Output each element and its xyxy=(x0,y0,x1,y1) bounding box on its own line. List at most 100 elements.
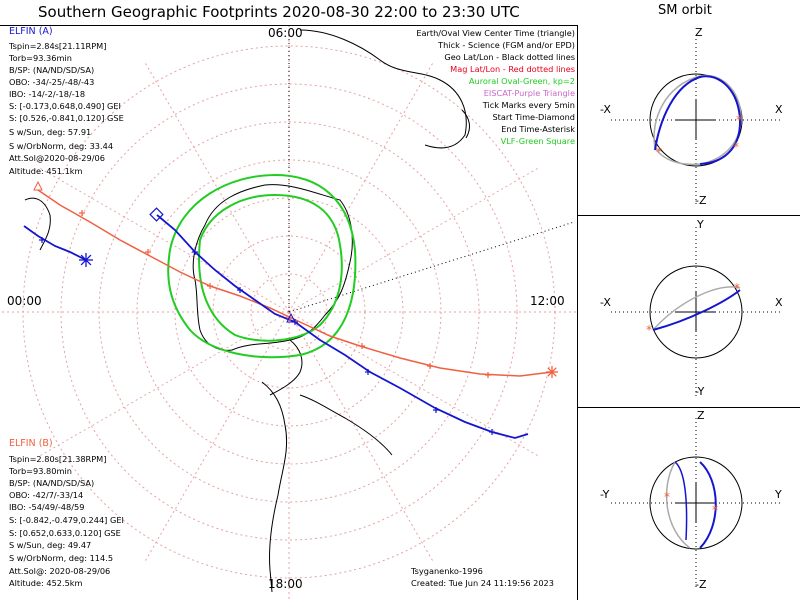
orbit-title: SM orbit xyxy=(658,3,712,18)
elfin-a-track-segment xyxy=(23,225,87,261)
africa-coastline xyxy=(24,197,51,251)
elfin-b-line: S: [0.652,0.633,0.120] GSE xyxy=(9,528,121,538)
elfin-a-orbit-3 xyxy=(699,461,717,549)
legend-item: Geo Lat/Lon - Black dotted lines xyxy=(444,52,575,62)
orbit-panel-1-graphics xyxy=(611,35,781,205)
orbit-panel-2-graphics xyxy=(611,227,781,397)
orbit-divider-1 xyxy=(578,215,800,216)
elfin-b-line: Torb=93.80min xyxy=(9,466,72,476)
orbit-marker: * xyxy=(712,503,718,517)
elfin-a-start-diamond xyxy=(149,207,164,222)
orbit-marker: * xyxy=(664,490,670,504)
elfin-b-line: Tspin=2.80s[21.38RPM] xyxy=(9,454,107,464)
mlt-right-label: 12:00 xyxy=(530,294,565,308)
earth-circle xyxy=(649,265,743,359)
elfin-b-name: ELFIN (B) xyxy=(9,438,53,449)
satellite-tracks xyxy=(23,180,558,439)
south-america-coastline xyxy=(261,381,393,593)
elfin-a-line: Att.Sol@2020-08-29/06 xyxy=(9,153,105,163)
auroral-oval xyxy=(167,173,357,359)
mag-lon-line xyxy=(143,311,290,564)
auroral-oval-outer xyxy=(167,173,357,359)
axis-label-bottom: -Y xyxy=(695,385,705,398)
mlt-top-label: 06:00 xyxy=(268,26,303,40)
legend-item: Earth/Oval View Center Time (triangle) xyxy=(416,28,575,38)
mag-lat-circle xyxy=(174,197,404,427)
elfin-b-line: S w/Sun, deg: 49.47 xyxy=(9,540,92,550)
mag-lat-lon-grid xyxy=(0,22,579,600)
model-credit: Tsyganenko-1996 xyxy=(411,566,483,576)
axis-label-bottom: -Z xyxy=(695,194,707,207)
orbit-marker: * xyxy=(736,113,742,127)
australia-coastline xyxy=(299,29,467,149)
legend-item: End Time-Asterisk xyxy=(501,124,575,134)
elfin-b-orbit-1 xyxy=(653,74,742,166)
axis-label-left: -Y xyxy=(600,488,610,501)
elfin-a-line: B/SP: (NA/ND/SD/SA) xyxy=(9,65,95,75)
axis-label-left: -X xyxy=(600,296,611,309)
legend-item: Thick - Science (FGM and/or EPD) xyxy=(438,40,575,50)
map-frame-right xyxy=(577,25,578,600)
mag-lon-line xyxy=(143,60,290,313)
mag-lon-line xyxy=(288,166,541,313)
legend-item: Auroral Oval-Green, kp=2 xyxy=(468,76,575,86)
axis-label-top: Z xyxy=(695,26,703,39)
elfin-a-orbit-1 xyxy=(654,75,742,165)
elfin-a-line: S w/Sun, deg: 57.91 xyxy=(9,127,92,137)
map-frame-top xyxy=(0,25,578,26)
axis-label-top: Z xyxy=(697,409,705,422)
legend-item: VLF-Green Square xyxy=(500,136,575,146)
elfin-b-line: IBO: -54/49/-48/59 xyxy=(9,502,85,512)
page-title: Southern Geographic Footprints 2020-08-3… xyxy=(38,3,520,21)
legend-item: Mag Lat/Lon - Red dotted lines xyxy=(450,64,575,74)
axis-label-right: Y xyxy=(775,488,782,501)
axis-label-bottom: -Z xyxy=(695,578,707,591)
mlt-left-label: 00:00 xyxy=(7,294,42,308)
orbit-divider-2 xyxy=(578,407,800,408)
elfin-a-line: OBO: -34/-25/-48/-43 xyxy=(9,77,95,87)
legend-item: EISCAT-Purple Triangle xyxy=(483,88,575,98)
elfin-a-line: Altitude: 451.1km xyxy=(9,166,83,176)
sm-orbit-plots: * * * * * * * xyxy=(611,35,781,588)
elfin-b-orbit-2 xyxy=(652,286,741,331)
elfin-a-line: S w/OrbNorm, deg: 33.44 xyxy=(9,141,114,151)
elfin-b-end-asterisk xyxy=(546,366,558,378)
mag-lon-line xyxy=(288,311,435,564)
orbit-marker: * xyxy=(734,281,740,295)
orbit-marker: * xyxy=(656,145,662,159)
elfin-b-orbit-3 xyxy=(665,461,691,549)
elfin-a-line: S: [0.526,-0.841,0.120] GSE xyxy=(9,113,124,123)
earth-circle xyxy=(649,456,743,550)
elfin-a-line: Tspin=2.84s[21.11RPM] xyxy=(9,41,107,51)
new-zealand-coastline xyxy=(461,109,470,139)
orbit-marker: * xyxy=(733,140,739,154)
mag-lat-circle xyxy=(60,83,518,541)
elfin-a-view-triangle xyxy=(286,312,296,323)
orbit-panel-3-graphics xyxy=(611,418,781,588)
elfin-b-line: S: [-0.842,-0.479,0.244] GEI xyxy=(9,515,124,525)
axis-label-right: X xyxy=(775,296,783,309)
elfin-b-line: OBO: -42/7/-33/14 xyxy=(9,490,84,500)
elfin-a-track xyxy=(156,214,529,439)
elfin-b-track xyxy=(37,189,553,377)
elfin-a-orbit-2 xyxy=(652,289,741,331)
mag-lon-line xyxy=(37,311,290,458)
mag-lon-line xyxy=(37,166,290,313)
asterisk-stroke xyxy=(80,254,92,266)
axis-label-left: -X xyxy=(600,103,611,116)
elfin-b-line: Altitude: 452.5km xyxy=(9,578,83,588)
elfin-a-orbit-3-back xyxy=(674,461,688,541)
mag-lon-line xyxy=(288,60,435,313)
elfin-a-end-asterisk xyxy=(79,253,93,267)
elfin-b-line: B/SP: (NA/ND/SD/SA) xyxy=(9,478,95,488)
asterisk-stroke xyxy=(547,367,557,377)
elfin-a-line: IBO: -14/-2/-18/-18 xyxy=(9,89,86,99)
legend-item: Start Time-Diamond xyxy=(492,112,575,122)
elfin-a-line: Torb=93.36min xyxy=(9,53,72,63)
auroral-oval-inner xyxy=(198,193,343,342)
earth-circle xyxy=(649,73,743,167)
elfin-b-view-triangle xyxy=(33,180,43,191)
elfin-a-name: ELFIN (A) xyxy=(9,26,53,37)
created-timestamp: Created: Tue Jun 24 11:19:56 2023 xyxy=(411,578,554,588)
